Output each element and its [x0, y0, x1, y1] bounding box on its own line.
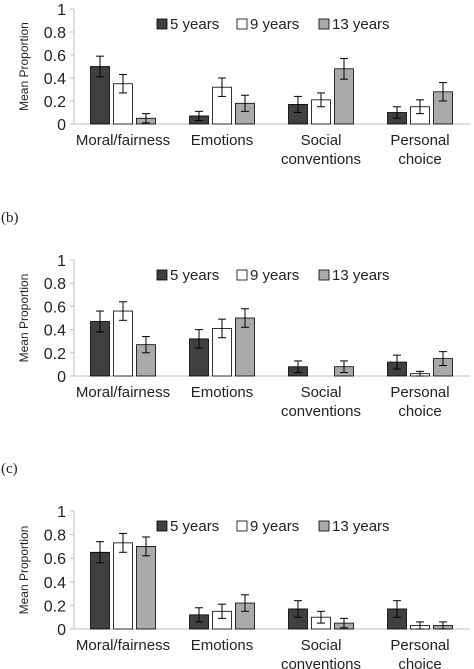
legend-swatch — [236, 269, 248, 281]
x-tick-label: Emotions — [191, 637, 254, 654]
bar-5-years-0 — [90, 551, 110, 630]
y-axis-label: Mean Proportion — [17, 22, 31, 111]
legend-swatch — [156, 520, 168, 532]
x-tick-label: Social conventions — [281, 384, 361, 420]
y-tick-label: 1 — [57, 504, 66, 521]
legend-label: 9 years — [250, 518, 299, 535]
legend-swatch — [156, 18, 168, 30]
legend-label: 9 years — [250, 267, 299, 284]
legend-label: 13 years — [332, 267, 390, 284]
y-tick-label: 0.2 — [44, 346, 66, 363]
legend-swatch — [236, 18, 248, 30]
y-tick-label: 0.6 — [44, 48, 66, 65]
panel-label: (c) — [1, 461, 18, 477]
legend-label: 5 years — [170, 16, 219, 33]
bar-13-years-0 — [136, 546, 156, 630]
y-tick-label: 0 — [57, 622, 66, 639]
x-tick-label: Moral/fairness — [76, 637, 170, 654]
legend-swatch — [236, 520, 248, 532]
x-tick-label: Social conventions — [281, 637, 361, 669]
y-tick-label: 1 — [57, 253, 66, 270]
y-tick-label: 0.8 — [44, 528, 66, 545]
y-tick-label: 0.6 — [44, 299, 66, 316]
x-tick-label: Personal choice — [390, 132, 449, 168]
y-tick-label: 0.2 — [44, 598, 66, 615]
y-tick-label: 0 — [57, 369, 66, 386]
legend-swatch — [156, 269, 168, 281]
legend-label: 5 years — [170, 518, 219, 535]
x-tick-label: Moral/fairness — [76, 132, 170, 149]
y-axis-label: Mean Proportion — [17, 526, 31, 615]
chart-panel-1: Mean Proportion 0 0.2 0.4 0.6 0.8 1 Moral/fairn… — [17, 2, 470, 168]
y-tick-label: 0.8 — [44, 276, 66, 293]
legend-swatch — [318, 520, 330, 532]
legend-label: 5 years — [170, 267, 219, 284]
x-tick-label: Emotions — [191, 132, 254, 149]
x-tick-label: Emotions — [191, 384, 254, 401]
chart-panel-2: Mean Proportion 0 0.2 0.4 0.6 0.8 1 Moral/fairn… — [1, 210, 470, 420]
legend-swatch — [318, 18, 330, 30]
legend-label: 13 years — [332, 518, 390, 535]
y-axis-label: Mean Proportion — [17, 274, 31, 363]
y-tick-label: 0.2 — [44, 94, 66, 111]
x-tick-label: Personal choice — [390, 384, 449, 420]
panel-label: (b) — [1, 210, 19, 226]
y-tick-label: 0.4 — [44, 71, 66, 88]
y-tick-label: 0.8 — [44, 25, 66, 42]
y-tick-label: 0.4 — [44, 575, 66, 592]
chart-panel-3: Mean Proportion 0 0.2 0.4 0.6 0.8 1 Moral/fairn… — [1, 461, 470, 669]
y-tick-label: 0.4 — [44, 323, 66, 340]
x-tick-label: Personal choice — [390, 637, 449, 669]
legend-label: 9 years — [250, 16, 299, 33]
y-tick-label: 0 — [57, 117, 66, 134]
legend-swatch — [318, 269, 330, 281]
x-tick-label: Moral/fairness — [76, 384, 170, 401]
y-tick-label: 0.6 — [44, 551, 66, 568]
x-tick-label: Social conventions — [281, 132, 361, 168]
legend-label: 13 years — [332, 16, 390, 33]
y-tick-label: 1 — [57, 2, 66, 19]
bar-9-years-0 — [113, 542, 133, 630]
